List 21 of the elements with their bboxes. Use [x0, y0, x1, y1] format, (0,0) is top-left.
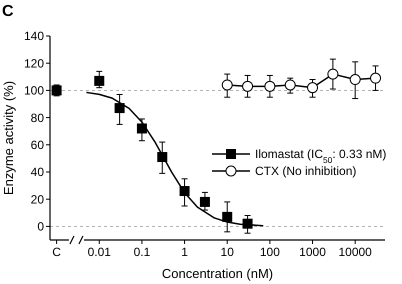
y-axis-title: Enzyme activity (%): [1, 80, 16, 196]
x-tick-label: 0.01: [88, 245, 112, 259]
x-tick-label: 1000: [299, 245, 326, 259]
x-tick-label: 10: [220, 245, 234, 259]
x-tick-label: 1: [181, 245, 188, 259]
chart-title: C: [2, 3, 14, 20]
y-tick-label: 80: [30, 110, 44, 125]
y-tick-label: 40: [30, 165, 44, 180]
legend-label: CTX (No inhibition): [255, 164, 356, 178]
x-tick-label: 100: [260, 245, 280, 259]
x-tick-label: C: [52, 245, 62, 259]
y-tick-label: 60: [30, 138, 44, 152]
y-tick-label: 120: [24, 56, 44, 70]
x-axis-title: Concentration (nM): [162, 266, 274, 281]
y-tick-label: 0: [37, 220, 44, 234]
y-tick-label: 140: [24, 29, 44, 44]
x-tick-label: 0.1: [134, 245, 151, 259]
x-tick-label: 10000: [338, 245, 372, 259]
y-tick-label: 20: [30, 192, 44, 206]
legend-label: Ilomastat (IC$_{50}$: 0.33 nM): [255, 147, 386, 166]
y-tick-label: 100: [24, 84, 44, 98]
